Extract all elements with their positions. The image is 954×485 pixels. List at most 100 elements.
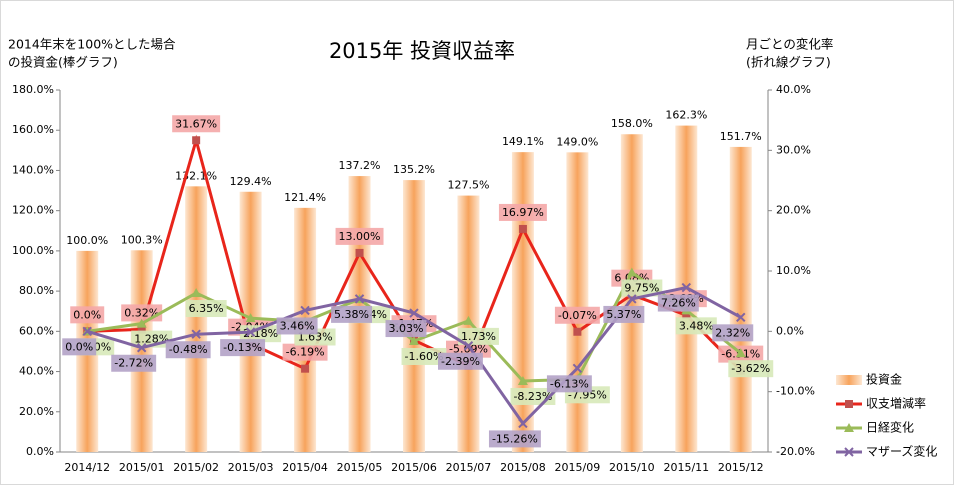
value-label-box [488,430,541,448]
value-label-box [546,375,592,393]
line-value-label: 0.0% [73,308,101,321]
line-value-label: -2.39% [441,355,480,368]
x-tick-label: 2015/08 [500,461,546,474]
x-tick-label: 2015/01 [119,461,165,474]
value-label-box [621,279,663,297]
bar-value-label: 135.2% [393,163,435,176]
x-tick-label: 2015/05 [337,461,383,474]
marker [844,447,854,457]
value-label: 9.75% [621,279,663,297]
x-tick-label: 2015/11 [663,461,709,474]
x-tick-label: 2015/07 [446,461,492,474]
y-tick-label: 20.0% [19,405,54,418]
value-label: 31.67% [172,115,221,133]
legend-swatch [836,375,862,385]
marker [572,363,583,374]
line-value-label: -5.69% [449,343,488,356]
value-label-box [111,354,157,372]
line-value-label: 31.67% [175,117,217,130]
y2-tick-label: -10.0% [776,385,815,398]
x-tick-label: 2015/12 [718,461,764,474]
value-label: 2.32% [712,324,754,342]
value-label: -0.13% [220,339,266,357]
bar [511,152,534,453]
x-tick-label: 2015/09 [555,461,601,474]
value-label: -6.13% [546,375,592,393]
x-tick-label: 2015/04 [282,461,328,474]
value-label-box [401,347,447,365]
value-label-box [276,317,318,335]
value-label-box [438,352,483,370]
bar-value-label: 162.3% [665,109,707,122]
y2-tick-label: 0.0% [776,324,804,337]
marker [136,318,147,328]
bar [729,146,752,453]
value-label: -0.07% [554,306,600,324]
x-tick-label: 2015/06 [391,461,437,474]
line-value-label: 0.0% [65,340,93,353]
value-label-box [554,306,600,324]
marker [82,326,92,337]
marker [137,325,146,334]
value-label-box [603,305,645,323]
value-label-box [498,203,547,221]
value-label: 16.97% [498,203,547,221]
y-tick-label: 180.0% [12,83,54,96]
line-value-label: -0.07% [558,309,597,322]
line-value-label: 9.75% [624,282,659,295]
line-value-label: 1.73% [461,330,496,343]
line-value-label: 5.37% [606,308,641,321]
line-value-label: 7.26% [661,297,696,310]
value-label-box [240,325,282,343]
y-tick-label: 60.0% [19,324,54,337]
marker [463,315,474,325]
y-tick-label: 0.0% [26,445,54,458]
x-tick-label: 2015/03 [228,461,274,474]
value-label-box [335,227,384,245]
marker [844,423,854,432]
bar-value-label: 137.2% [339,159,381,172]
bar-value-label: 149.0% [556,135,598,148]
value-label: 1.73% [457,327,499,345]
marker [627,294,637,304]
line-value-label: 6.35% [189,302,224,315]
marker [191,288,202,298]
y-tick-label: 140.0% [12,163,54,176]
value-label: -2.72% [111,354,157,372]
value-label-box [70,306,105,324]
line-value-label: -15.26% [492,432,538,445]
value-label: 5.38% [331,305,373,323]
marker [517,375,528,385]
marker [301,364,310,373]
x-tick-label: 2015/02 [173,461,219,474]
marker [409,308,419,318]
line-value-label: -1.60% [405,350,444,363]
marker [192,136,201,145]
value-label: 3.46% [276,317,318,335]
y-axis-title: の投資金(棒グラフ) [8,55,118,70]
bar [185,186,208,453]
bar-value-label: 132.1% [175,169,217,182]
value-label-box [185,300,227,318]
value-label: 3.03% [385,320,427,338]
value-label: -2.39% [438,352,483,370]
bar [566,152,589,452]
marker [626,267,637,277]
value-label-box [457,327,499,345]
y-tick-label: 100.0% [12,244,54,257]
value-label-box [172,115,221,133]
value-label-box [62,338,97,356]
value-label-box [657,294,699,312]
bar-value-label: 127.5% [447,179,489,192]
x-tick-label: 2014/12 [64,461,110,474]
value-label: 0.0% [70,306,105,324]
value-label: 0.0% [62,338,97,356]
value-label: 7.26% [657,294,699,312]
line-value-label: 2.32% [715,326,750,339]
value-label: -1.60% [401,347,447,365]
value-label-box [220,339,266,357]
marker [463,341,474,351]
bar-value-label: 121.4% [284,191,326,204]
value-label: -3.62% [728,360,774,378]
